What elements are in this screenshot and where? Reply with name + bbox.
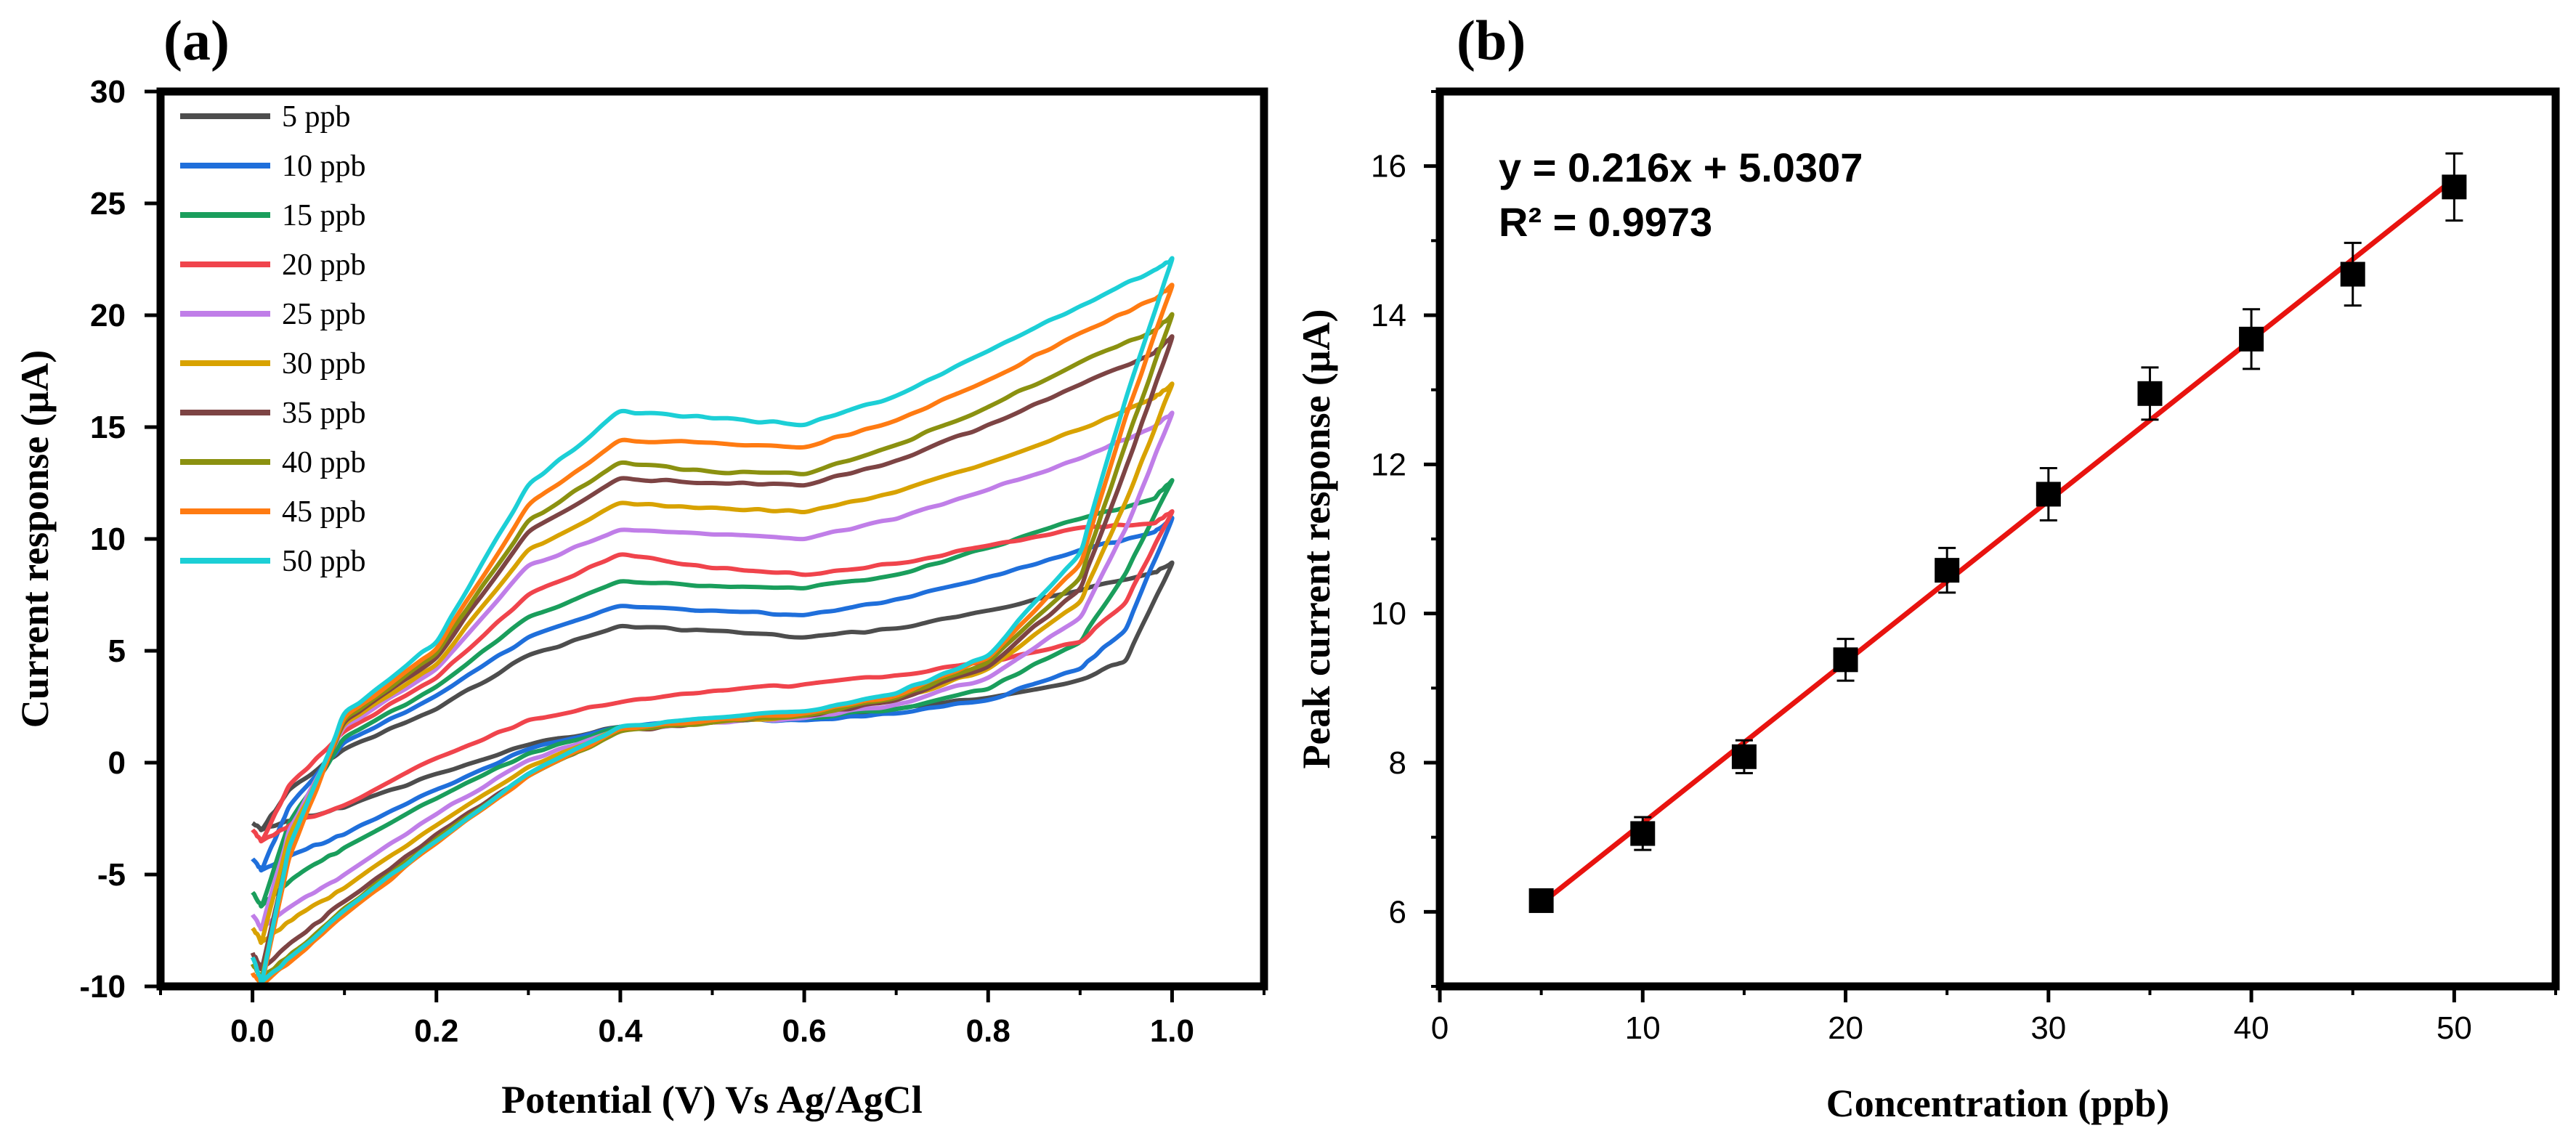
calibration-y-tick-label: 16 [1371,149,1406,184]
panel-b-label: (b) [1457,9,1526,72]
legend-label-10-ppb: 10 ppb [282,150,366,183]
calibration-chart: 0 10 20 30 40 50 6 8 10 12 14 16 y = 0.216x + 5.030… [1295,87,2560,1125]
calibration-x-tick-label: 50 [2437,1010,2472,1046]
cv-y-axis-label: Current response (μA) [13,350,57,729]
calibration-x-tick-label: 40 [2234,1010,2269,1046]
calibration-plot-frame [1435,87,2560,991]
cv-chart: 0.0 0.2 0.4 0.6 0.8 1.0 -10 -5 0 5 10 15 20 25 30 5 pp… [13,74,1268,1121]
calibration-y-tick-label: 6 [1389,894,1406,930]
cv-axis-ticks: 0.0 0.2 0.4 0.6 0.8 1.0 -10 -5 0 5 10 15 20 25 30 [79,74,1265,1049]
calibration-x-axis-label: Concentration (ppb) [1826,1082,2170,1125]
calibration-y-tick-label: 14 [1371,298,1406,333]
cv-y-tick-label: 25 [90,186,126,222]
legend-label-30-ppb: 30 ppb [282,347,366,381]
fit-r-squared: R² = 0.9973 [1499,199,1712,245]
cv-curves [250,256,1175,988]
calibration-x-tick-label: 0 [1431,1010,1449,1046]
calibration-marks [1528,152,2467,913]
legend-label-20-ppb: 20 ppb [282,248,366,282]
data-point [2442,174,2467,200]
cv-y-tick-label: 5 [108,633,126,669]
cv-y-tick-label: 0 [108,745,126,781]
data-point [2340,261,2365,287]
cv-x-tick-label: 0.2 [414,1013,458,1049]
cv-curve-5-ppb [251,560,1175,832]
cv-x-tick-label: 0.8 [966,1013,1010,1049]
calibration-x-tick-label: 20 [1828,1010,1863,1046]
cv-curve-20-ppb [251,509,1175,844]
linear-fit-line [1539,177,2456,906]
legend-label-5-ppb: 5 ppb [282,100,351,134]
cv-y-tick-label: 30 [90,74,126,110]
cv-y-tick-label: 10 [90,522,126,557]
panel-a-label: (a) [163,9,230,72]
cv-y-tick-label: -10 [79,969,126,1005]
cv-plot-frame [156,87,1268,991]
fit-equation: y = 0.216x + 5.0307 [1499,145,1863,190]
legend-label-35-ppb: 35 ppb [282,397,366,430]
cv-curve-15-ppb [251,478,1175,909]
calibration-y-tick-label: 8 [1389,745,1406,781]
cv-x-tick-label: 1.0 [1150,1013,1194,1049]
cv-y-tick-label: -5 [97,857,126,893]
data-point [1731,744,1757,769]
data-point [1528,888,1554,913]
calibration-y-tick-label: 10 [1371,596,1406,632]
cv-curve-50-ppb [250,256,1175,985]
cv-curve-25-ppb [251,410,1175,932]
data-point [2239,326,2264,352]
cv-y-tick-label: 20 [90,298,126,333]
legend-label-45-ppb: 45 ppb [282,495,366,529]
cv-x-axis-label: Potential (V) Vs Ag/AgCl [501,1078,922,1121]
cv-y-tick-label: 15 [90,410,126,445]
calibration-axis-ticks: 0 10 20 30 40 50 6 8 10 12 14 16 [1371,90,2557,1046]
data-point [2036,482,2061,507]
legend-label-50-ppb: 50 ppb [282,545,366,578]
cv-x-tick-label: 0.0 [230,1013,275,1049]
legend-label-25-ppb: 25 ppb [282,298,366,331]
legend-label-15-ppb: 15 ppb [282,199,366,232]
calibration-y-axis-label: Peak current response (μA) [1295,309,1338,768]
data-point [1833,647,1858,673]
calibration-y-tick-label: 12 [1371,447,1406,482]
calibration-x-tick-label: 10 [1625,1010,1661,1046]
cv-x-tick-label: 0.4 [598,1013,643,1049]
calibration-x-tick-label: 30 [2030,1010,2066,1046]
data-point [1630,821,1656,846]
data-point [2137,381,2163,406]
legend-label-40-ppb: 40 ppb [282,446,366,479]
cv-curve-30-ppb [251,381,1175,945]
cv-legend: 5 ppb 10 ppb 15 ppb 20 ppb 25 ppb 30 ppb 35 pp… [180,100,366,578]
cv-x-tick-label: 0.6 [782,1013,826,1049]
data-point [1935,558,1960,583]
